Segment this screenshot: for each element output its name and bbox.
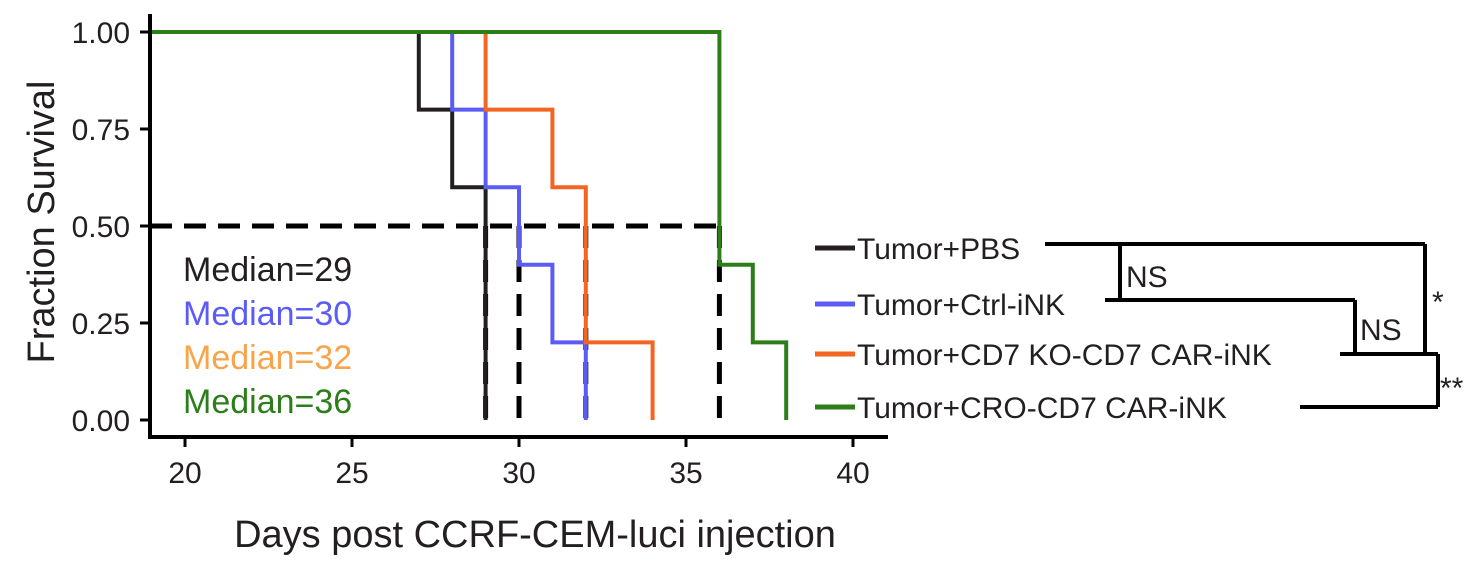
legend: Tumor+PBS Tumor+Ctrl-iNK Tumor+CD7 KO-CD7 … — [815, 233, 1272, 425]
median-label: Median=32 — [183, 339, 352, 377]
significance-label: NS — [1360, 314, 1402, 347]
x-ticks: 20 25 30 35 40 — [168, 437, 870, 490]
legend-label: Tumor+PBS — [857, 233, 1020, 266]
y-tick-label: 1.00 — [72, 17, 130, 50]
legend-label: Tumor+CD7 KO-CD7 CAR-iNK — [857, 339, 1272, 372]
median-label: Median=30 — [183, 295, 352, 333]
y-tick-label: 0.00 — [72, 405, 130, 438]
x-axis-label: Days post CCRF-CEM-luci injection — [234, 514, 836, 556]
significance-label: ** — [1440, 372, 1464, 405]
survival-curves — [151, 30, 789, 420]
y-tick-label: 0.75 — [72, 114, 130, 147]
x-tick-label: 30 — [502, 457, 535, 490]
series-line — [151, 30, 588, 420]
significance-label: * — [1432, 286, 1444, 319]
y-tick-label: 0.25 — [72, 308, 130, 341]
series-line — [151, 30, 789, 420]
median-labels: Median=29 Median=30 Median=32 Median=36 — [183, 251, 352, 421]
median-label: Median=29 — [183, 251, 352, 289]
median-guides — [150, 223, 722, 420]
x-tick-label: 20 — [168, 457, 201, 490]
series-line — [151, 30, 655, 420]
x-tick-label: 25 — [335, 457, 368, 490]
x-tick-label: 35 — [669, 457, 702, 490]
median-label: Median=36 — [183, 383, 352, 421]
y-tick-label: 0.50 — [72, 211, 130, 244]
legend-label: Tumor+Ctrl-iNK — [857, 289, 1065, 322]
y-ticks: 0.00 0.25 0.50 0.75 1.00 — [72, 17, 150, 438]
legend-label: Tumor+CRO-CD7 CAR-iNK — [857, 392, 1227, 425]
y-axis-label: Fraction Survival — [21, 81, 63, 364]
x-tick-label: 40 — [836, 457, 869, 490]
significance-label: NS — [1126, 261, 1168, 294]
